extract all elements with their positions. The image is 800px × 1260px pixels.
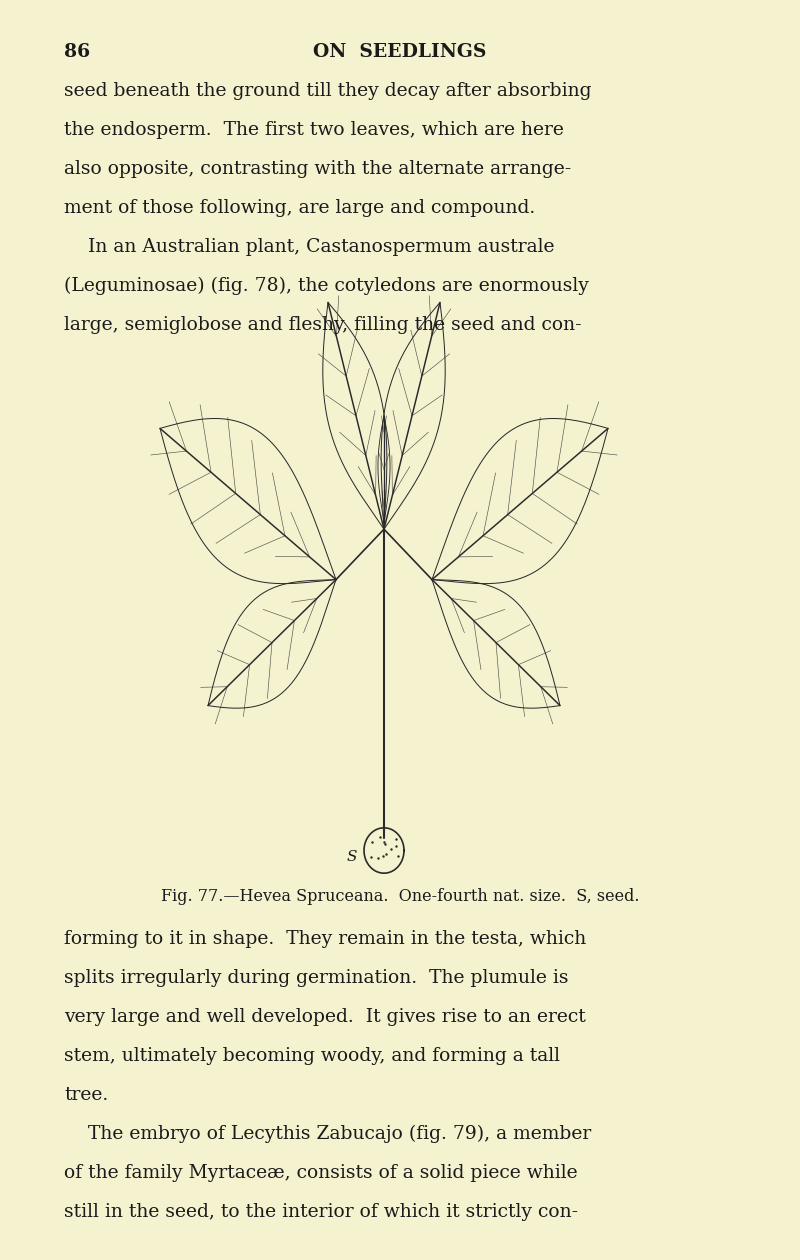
Text: ment of those following, are large and compound.: ment of those following, are large and c… <box>64 199 535 217</box>
Text: stem, ultimately becoming woody, and forming a tall: stem, ultimately becoming woody, and for… <box>64 1047 560 1065</box>
Text: seed beneath the ground till they decay after absorbing: seed beneath the ground till they decay … <box>64 82 591 100</box>
Text: (Leguminosae) (fig. 78), the cotyledons are enormously: (Leguminosae) (fig. 78), the cotyledons … <box>64 277 589 295</box>
Text: large, semiglobose and fleshy, filling the seed and con-: large, semiglobose and fleshy, filling t… <box>64 316 582 334</box>
Text: In an Australian plant, Castanospermum australe: In an Australian plant, Castanospermum a… <box>64 238 554 256</box>
Text: also opposite, contrasting with the alternate arrange-: also opposite, contrasting with the alte… <box>64 160 571 178</box>
Text: ON  SEEDLINGS: ON SEEDLINGS <box>314 43 486 60</box>
Text: of the family Myrtaceæ, consists of a solid piece while: of the family Myrtaceæ, consists of a so… <box>64 1164 578 1182</box>
Text: still in the seed, to the interior of which it strictly con-: still in the seed, to the interior of wh… <box>64 1203 578 1221</box>
Text: tree.: tree. <box>64 1086 108 1104</box>
Text: S: S <box>346 849 358 864</box>
Text: the endosperm.  The first two leaves, which are here: the endosperm. The first two leaves, whi… <box>64 121 564 139</box>
Text: forming to it in shape.  They remain in the testa, which: forming to it in shape. They remain in t… <box>64 930 586 948</box>
Text: 86: 86 <box>64 43 90 60</box>
Text: splits irregularly during germination.  The plumule is: splits irregularly during germination. T… <box>64 969 569 987</box>
Text: very large and well developed.  It gives rise to an erect: very large and well developed. It gives … <box>64 1008 586 1026</box>
Text: The embryo of Lecythis Zabucajo (fig. 79), a member: The embryo of Lecythis Zabucajo (fig. 79… <box>64 1125 591 1143</box>
Text: Fig. 77.—Hevea Spruceana.  One-fourth nat. size.  S, seed.: Fig. 77.—Hevea Spruceana. One-fourth nat… <box>161 888 639 905</box>
